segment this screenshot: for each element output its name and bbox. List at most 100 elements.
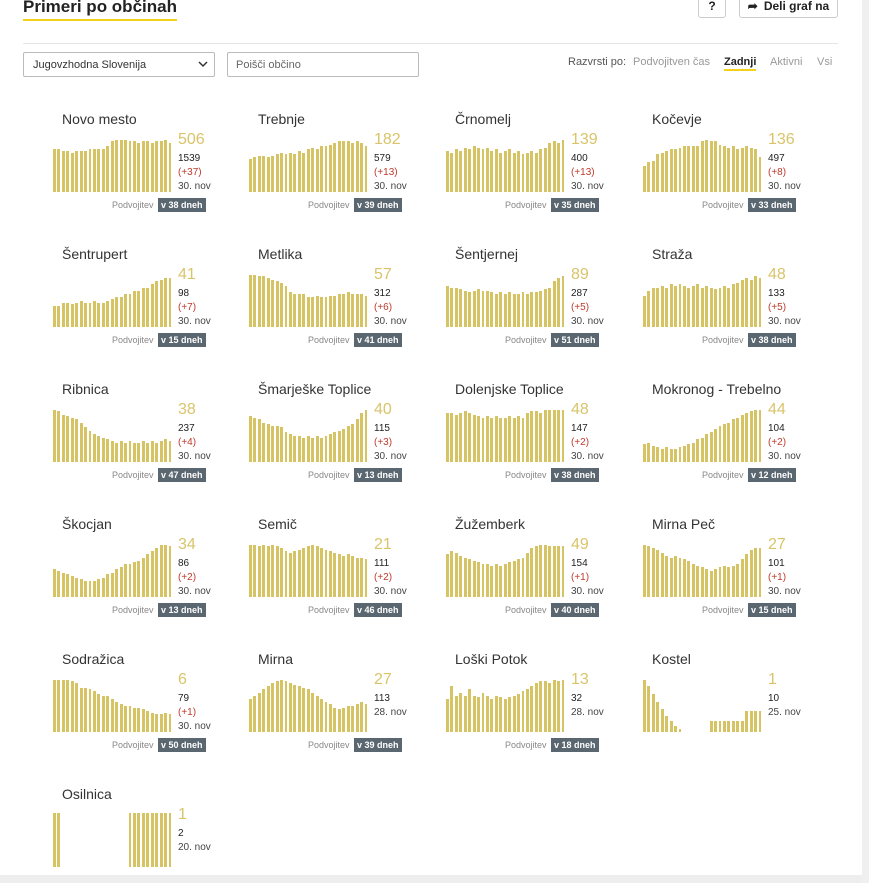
sparkline-bar — [53, 568, 56, 597]
municipality-card[interactable]: Kočevje 136 497 (+8) 30. nov Podvojitev v 33 d… — [643, 111, 832, 231]
sparkline-bar — [329, 551, 332, 597]
sparkline-bar — [257, 276, 261, 327]
sort-option-active[interactable]: Aktivni — [770, 56, 803, 68]
sparkline-bar — [249, 274, 252, 327]
doubling-label: Podvojitev — [505, 605, 547, 615]
sparkline-bar — [552, 546, 556, 597]
municipality-card[interactable]: Novo mesto 506 1539 (+37) 30. nov Podvojitev v… — [53, 111, 242, 231]
sparkline-bar — [727, 720, 731, 732]
sparkline-bar — [754, 710, 758, 732]
sparkline-bar — [530, 547, 534, 597]
sparkline-bar — [548, 682, 552, 732]
municipality-card[interactable]: Šentrupert 41 98 (+7) 30. nov Podvojitev v 15 … — [53, 246, 242, 366]
sparkline-bar — [342, 429, 346, 462]
sparkline-bar — [499, 292, 503, 327]
municipality-card[interactable]: Škocjan 34 86 (+2) 30. nov Podvojitev v 13 dne… — [53, 516, 242, 636]
sparkline-bar — [168, 142, 172, 192]
sort-option-doubling-time[interactable]: Podvojitven čas — [633, 56, 711, 68]
sparkline-bar — [477, 416, 481, 462]
municipality-card[interactable]: Semič 21 111 (+2) 30. nov Podvojitev v 46 dneh — [249, 516, 438, 636]
municipality-card[interactable]: Kostel 1 10 25. nov — [643, 651, 832, 771]
help-button[interactable]: ? — [698, 0, 726, 18]
sparkline-bar — [687, 444, 691, 462]
sparkline-bar — [106, 146, 110, 192]
sparkline-bar — [723, 146, 726, 192]
sparkline-bar — [289, 682, 292, 732]
sparkline-bar — [137, 813, 141, 867]
municipality-card[interactable]: Šentjernej 89 287 (+5) 30. nov Podvojitev v 51… — [446, 246, 635, 366]
total-cases: 147 — [571, 423, 588, 434]
sparkline-bar — [84, 427, 88, 462]
new-cases: (+3) — [374, 437, 393, 448]
active-cases: 38 — [178, 401, 196, 418]
share-button[interactable]: ➦ Deli graf na — [739, 0, 838, 18]
municipality-card[interactable]: Šmarješke Toplice 40 115 (+3) 30. nov Podvoji… — [249, 381, 438, 501]
municipality-card[interactable]: Mirna 27 113 28. nov Podvojitev v 39 dneh — [249, 651, 438, 771]
new-cases: (+13) — [374, 167, 398, 178]
sparkline-bar — [723, 286, 726, 327]
sparkline-bar — [557, 546, 561, 597]
sparkline-bar — [311, 692, 315, 732]
sparkline-bar — [88, 580, 92, 597]
municipality-name: Črnomelj — [455, 111, 512, 127]
sparkline-bar — [450, 287, 454, 327]
sparkline-bar — [450, 551, 454, 597]
new-cases: (+1) — [768, 572, 787, 583]
sparkline-bar — [253, 274, 257, 327]
municipality-card[interactable]: Mokronog - Trebelno 44 104 (+2) 30. nov Podvo… — [643, 381, 832, 501]
last-date: 30. nov — [178, 586, 211, 597]
municipality-card[interactable]: Mirna Peč 27 101 (+1) 30. nov Podvojitev v 15 … — [643, 516, 832, 636]
municipality-card[interactable]: Loški Potok 13 32 28. nov Podvojitev v 18 dne… — [446, 651, 635, 771]
municipality-card[interactable]: Straža 48 133 (+5) 30. nov Podvojitev v 38 dne… — [643, 246, 832, 366]
doubling-label: Podvojitev — [702, 200, 744, 210]
sparkline-bar — [736, 564, 740, 597]
active-cases: 21 — [374, 536, 392, 553]
sparkline-chart — [446, 138, 566, 192]
sparkline-bar — [731, 565, 735, 597]
municipality-card[interactable]: Dolenjske Toplice 48 147 (+2) 30. nov Podvoji… — [446, 381, 635, 501]
municipality-name: Osilnica — [62, 786, 112, 802]
sparkline-bar — [57, 305, 61, 327]
sparkline-bar — [754, 547, 758, 597]
sparkline-bar — [740, 147, 744, 192]
sparkline-bar — [66, 416, 70, 462]
sparkline-bar — [155, 813, 159, 867]
municipality-card[interactable]: Ribnica 38 237 (+4) 30. nov Podvojitev v 47 dn… — [53, 381, 242, 501]
sparkline-bar — [691, 442, 695, 462]
municipality-card[interactable]: Osilnica 1 2 20. nov — [53, 786, 242, 875]
horizontal-scrollbar[interactable] — [0, 875, 862, 883]
region-select[interactable]: Jugovzhodna Slovenija — [23, 52, 215, 77]
sparkline-bar — [714, 568, 718, 597]
sparkline-bar — [512, 695, 516, 732]
sparkline-bar — [137, 442, 141, 462]
sparkline-bar — [691, 146, 695, 192]
sparkline-bar — [88, 689, 92, 732]
sparkline-bar — [552, 281, 556, 327]
sparkline-bar — [749, 279, 753, 327]
sort-option-latest[interactable]: Zadnji — [724, 56, 757, 71]
sparkline-bar — [521, 417, 525, 462]
municipality-card[interactable]: Črnomelj 139 400 (+13) 30. nov Podvojitev v 35… — [446, 111, 635, 231]
municipality-card[interactable]: Sodražica 6 79 (+1) 30. nov Podvojitev v 50 dn… — [53, 651, 242, 771]
municipality-search-input[interactable] — [227, 52, 419, 77]
last-date: 20. nov — [178, 842, 211, 853]
sparkline-bar — [159, 440, 163, 462]
active-cases: 57 — [374, 266, 392, 283]
sparkline-bar — [643, 444, 646, 462]
sparkline-bar — [297, 436, 301, 462]
municipality-card[interactable]: Metlika 57 312 (+6) 30. nov Podvojitev v 41 dn… — [249, 246, 438, 366]
sparkline-bar — [315, 436, 319, 462]
sparkline-bar — [446, 412, 449, 462]
municipality-card[interactable]: Žužemberk 49 154 (+1) 30. nov Podvojitev v 40 … — [446, 516, 635, 636]
sparkline-bar — [477, 697, 481, 732]
sort-option-all[interactable]: Vsi — [817, 56, 833, 68]
sparkline-bar — [329, 703, 332, 732]
municipality-card[interactable]: Trebnje 182 579 (+13) 30. nov Podvojitev v 39 … — [249, 111, 438, 231]
new-cases: (+37) — [178, 167, 202, 178]
sparkline-bar — [665, 447, 669, 462]
doubling-badge: v 33 dneh — [748, 198, 796, 212]
last-date: 25. nov — [768, 707, 801, 718]
vertical-scrollbar[interactable] — [862, 0, 869, 883]
municipality-name: Žužemberk — [455, 516, 526, 532]
sparkline-bar — [709, 287, 713, 327]
